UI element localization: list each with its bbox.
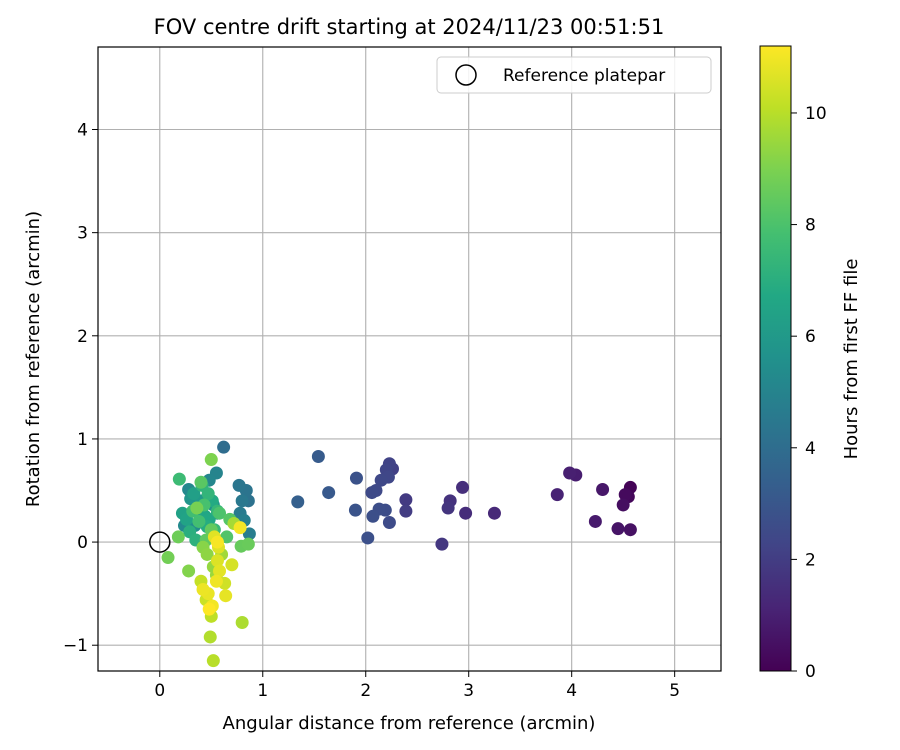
x-axis-ticks: 0 1 2 3 4 5 xyxy=(154,671,680,701)
data-point xyxy=(201,487,215,501)
y-tick-label: 1 xyxy=(77,430,88,450)
data-point xyxy=(435,537,449,551)
data-point xyxy=(200,547,214,561)
data-point xyxy=(232,478,246,492)
data-point xyxy=(210,554,224,568)
legend-box xyxy=(436,56,712,94)
data-point xyxy=(187,487,201,501)
data-point xyxy=(349,471,363,485)
data-point xyxy=(616,498,630,512)
data-point xyxy=(241,537,255,551)
reference-marker xyxy=(149,531,171,553)
legend-marker xyxy=(455,64,477,86)
data-point xyxy=(588,514,602,528)
x-tick-label: 1 xyxy=(257,681,268,701)
data-point xyxy=(242,527,256,541)
colorbar-tick-label: 0 xyxy=(805,662,816,682)
x-tick-label: 0 xyxy=(154,681,165,701)
data-point xyxy=(217,440,231,454)
data-point xyxy=(311,449,325,463)
plot-frame xyxy=(97,46,722,672)
colorbar-tick-label: 6 xyxy=(805,327,816,347)
data-point xyxy=(611,522,625,536)
x-tick-label: 2 xyxy=(360,681,371,701)
data-point xyxy=(203,630,217,644)
colorbar-ticks: 0 2 4 6 8 10 xyxy=(791,104,827,682)
data-point xyxy=(459,506,473,520)
data-point xyxy=(235,616,249,630)
legend: Reference platepar xyxy=(436,56,712,94)
colorbar-label: Hours from first FF file xyxy=(841,259,862,460)
chart-title: FOV centre drift starting at 2024/11/23 … xyxy=(154,15,665,39)
data-point xyxy=(192,514,206,528)
data-point xyxy=(322,486,336,500)
data-point xyxy=(456,480,470,494)
data-point xyxy=(204,453,218,467)
data-point xyxy=(190,501,204,515)
data-point xyxy=(206,654,220,668)
data-point xyxy=(235,494,249,508)
y-tick-label: 3 xyxy=(77,224,88,244)
data-point xyxy=(196,583,210,597)
data-point xyxy=(202,602,216,616)
data-point xyxy=(596,482,610,496)
data-point xyxy=(399,504,413,518)
grid xyxy=(98,47,721,671)
data-point xyxy=(194,475,208,489)
colorbar-tick-label: 2 xyxy=(805,550,816,570)
x-tick-label: 4 xyxy=(566,681,577,701)
x-axis-label: Angular distance from reference (arcmin) xyxy=(223,713,596,734)
data-point xyxy=(399,493,413,507)
colorbar-tick-label: 4 xyxy=(805,439,816,459)
colorbar-gradient xyxy=(759,45,792,672)
data-point xyxy=(213,564,227,578)
y-tick-label: 4 xyxy=(77,121,88,141)
data-point xyxy=(623,523,637,537)
colorbar-tick-label: 8 xyxy=(805,216,816,236)
x-tick-label: 3 xyxy=(463,681,474,701)
data-point xyxy=(171,530,185,544)
y-tick-label: −1 xyxy=(63,636,88,656)
data-point xyxy=(172,472,186,486)
data-point xyxy=(233,521,247,535)
data-point xyxy=(487,506,501,520)
x-tick-label: 5 xyxy=(669,681,680,701)
data-point xyxy=(374,473,388,487)
data-point xyxy=(348,503,362,517)
legend-entry-label: Reference platepar xyxy=(503,66,665,86)
data-point xyxy=(161,551,175,565)
data-point xyxy=(382,515,396,529)
colorbar: 0 2 4 6 8 10 Hours from first FF file xyxy=(759,45,862,682)
y-axis-ticks: −1 0 1 2 3 4 xyxy=(63,121,98,656)
y-tick-label: 2 xyxy=(77,327,88,347)
data-point xyxy=(365,486,379,500)
data-point xyxy=(225,558,239,572)
data-point xyxy=(210,535,224,549)
data-point xyxy=(366,509,380,523)
data-point xyxy=(563,466,577,480)
data-point xyxy=(550,488,564,502)
colorbar-tick-label: 10 xyxy=(805,104,827,124)
data-point xyxy=(361,531,375,545)
y-axis-label: Rotation from reference (arcmin) xyxy=(23,211,44,507)
y-tick-label: 0 xyxy=(77,533,88,553)
data-point xyxy=(441,501,455,515)
data-point xyxy=(618,488,632,502)
data-point xyxy=(219,589,233,603)
data-point xyxy=(213,506,227,520)
data-point xyxy=(209,574,223,588)
data-point xyxy=(291,495,305,509)
data-point xyxy=(182,564,196,578)
data-points xyxy=(161,440,637,668)
